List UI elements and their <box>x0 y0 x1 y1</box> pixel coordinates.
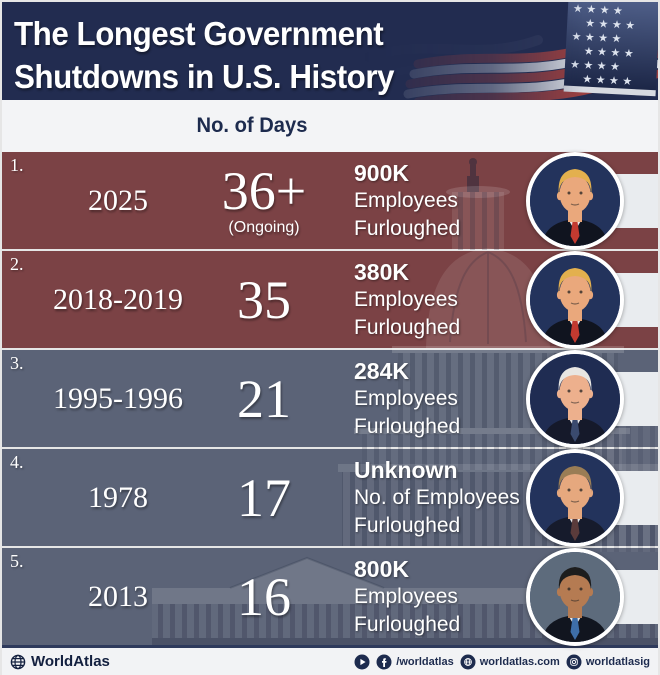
instagram-handle: worldatlasig <box>585 655 650 668</box>
days-value: 17 <box>237 467 291 528</box>
days-value: 16 <box>237 566 291 627</box>
rank-label: 4. <box>10 452 24 472</box>
employees-furloughed: 800K Employees Furloughed <box>354 555 461 636</box>
days-value: 36+ (Ongoing) <box>221 160 307 236</box>
brand-name: WorldAtlas <box>31 653 110 670</box>
svg-text:★ ★ ★ ★: ★ ★ ★ ★ <box>585 17 636 33</box>
worldatlas-brand: WorldAtlas <box>10 653 110 670</box>
website-url: worldatlas.com <box>479 655 560 668</box>
title-line-2: Shutdowns in U.S. History <box>14 58 395 95</box>
title-line-1: The Longest Government <box>14 15 384 52</box>
svg-text:★ ★ ★ ★: ★ ★ ★ ★ <box>582 72 633 88</box>
youtube-icon <box>354 654 370 669</box>
shutdown-row: 5. 2013 16 800K Employees Furloughed <box>2 547 658 646</box>
year-label: 1978 <box>88 480 148 514</box>
days-value: 35 <box>237 269 291 330</box>
rank-label: 5. <box>10 551 24 571</box>
facebook-icon <box>376 654 392 669</box>
svg-text:★ ★ ★ ★: ★ ★ ★ ★ <box>573 2 624 17</box>
president-photo <box>526 448 624 547</box>
shutdown-row: 2. 2018-2019 35 380K Employees Furloughe… <box>2 250 658 349</box>
header: The Longest Government Shutdowns in U.S.… <box>2 2 658 100</box>
rank-label: 1. <box>10 155 24 175</box>
globe-icon <box>10 654 26 669</box>
page-title: The Longest Government Shutdowns in U.S.… <box>2 2 658 98</box>
svg-text:★ ★ ★ ★: ★ ★ ★ ★ <box>571 30 622 46</box>
shutdown-row: 3. 1995-1996 21 284K Employees Furloughe… <box>2 349 658 448</box>
year-label: 2013 <box>88 579 148 613</box>
president-photo <box>526 151 624 250</box>
facebook-handle: /worldatlas <box>396 655 454 668</box>
president-photo <box>526 250 624 349</box>
social-links: /worldatlas worldatlas.com world <box>354 654 650 670</box>
us-flag-graphic: ★ ★ ★ ★ ★ ★ ★ ★ ★ ★ ★ ★ ★ ★ ★ ★ ★ ★ ★ ★ … <box>363 2 658 100</box>
instagram-link[interactable]: worldatlasig <box>566 654 650 670</box>
employees-furloughed: 900K Employees Furloughed <box>354 159 461 240</box>
column-header-band: No. of Days <box>2 100 658 152</box>
svg-text:★ ★ ★ ★: ★ ★ ★ ★ <box>570 58 621 74</box>
employees-furloughed: 380K Employees Furloughed <box>354 258 461 339</box>
footer: WorldAtlas /worldatlas <box>2 645 658 675</box>
employees-furloughed: 284K Employees Furloughed <box>354 357 461 438</box>
instagram-icon <box>566 654 582 669</box>
youtube-link[interactable] <box>354 654 370 670</box>
days-column-label: No. of Days <box>196 114 308 137</box>
year-label: 2025 <box>88 183 148 217</box>
president-photo <box>526 349 624 448</box>
svg-text:★ ★ ★ ★: ★ ★ ★ ★ <box>583 44 634 60</box>
rank-label: 2. <box>10 254 24 274</box>
ongoing-note: (Ongoing) <box>228 218 300 236</box>
employees-furloughed: Unknown No. of Employees Furloughed <box>354 456 520 537</box>
shutdown-list: 1. 2025 36+ (Ongoing) 900K Employees Fur… <box>2 151 658 646</box>
days-value: 21 <box>237 368 291 429</box>
shutdown-row: 1. 2025 36+ (Ongoing) 900K Employees Fur… <box>2 151 658 250</box>
shutdown-row: 4. 1978 17 Unknown No. of Employees Furl… <box>2 448 658 547</box>
president-photo <box>526 547 624 646</box>
facebook-link[interactable]: /worldatlas <box>376 654 454 670</box>
website-link[interactable]: worldatlas.com <box>460 654 560 670</box>
year-label: 1995-1996 <box>53 381 183 415</box>
rank-label: 3. <box>10 353 24 373</box>
year-label: 2018-2019 <box>53 282 183 316</box>
website-globe-icon <box>460 654 476 669</box>
